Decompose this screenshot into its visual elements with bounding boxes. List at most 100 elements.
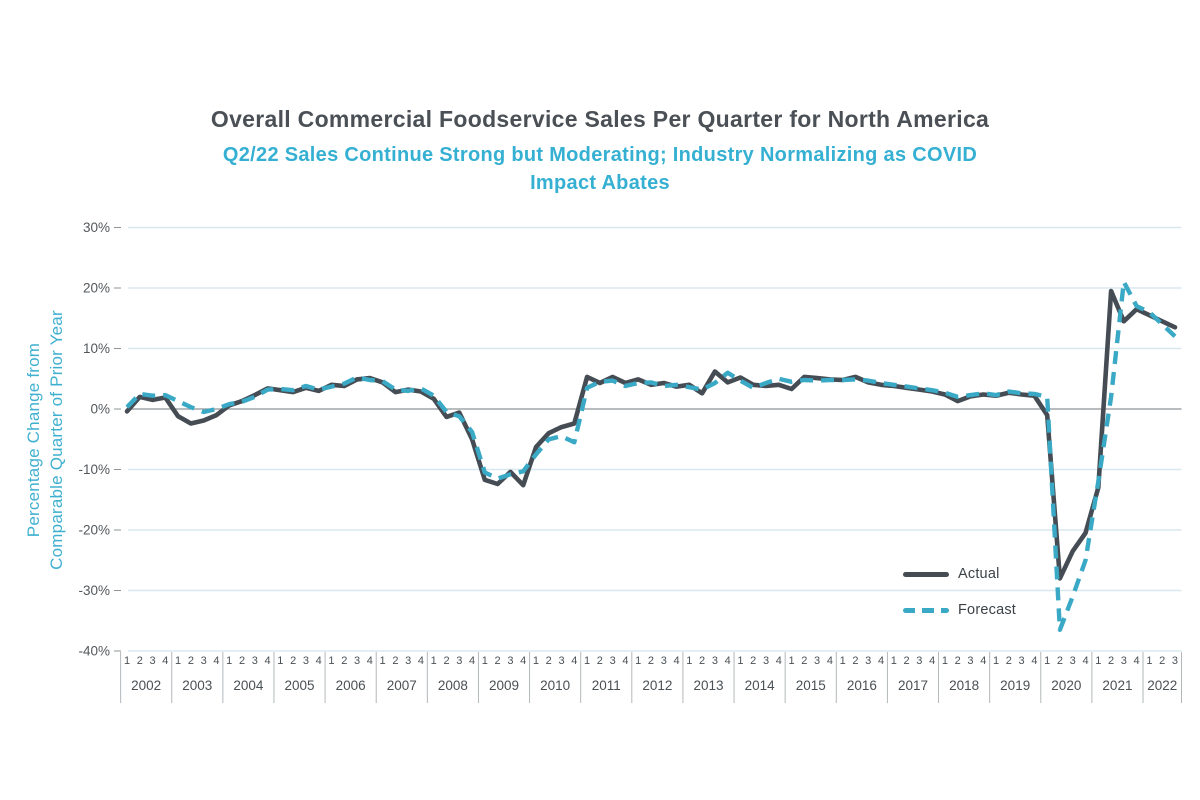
svg-text:1: 1 xyxy=(328,655,334,667)
svg-text:2016: 2016 xyxy=(847,678,877,693)
svg-text:2018: 2018 xyxy=(949,678,979,693)
y-gridlines xyxy=(114,226,1182,652)
svg-text:4: 4 xyxy=(265,655,271,667)
svg-text:3: 3 xyxy=(967,655,973,667)
series-forecast xyxy=(125,279,1177,632)
svg-text:2: 2 xyxy=(852,655,858,667)
svg-text:4: 4 xyxy=(1082,655,1088,667)
svg-text:4: 4 xyxy=(673,655,679,667)
legend-label-actual: Actual xyxy=(958,566,1000,582)
svg-text:4: 4 xyxy=(213,655,219,667)
svg-text:3: 3 xyxy=(354,655,360,667)
svg-text:3: 3 xyxy=(712,655,718,667)
svg-text:3: 3 xyxy=(303,655,309,667)
svg-text:-10%: -10% xyxy=(78,462,110,477)
svg-text:2011: 2011 xyxy=(592,678,621,693)
svg-text:1: 1 xyxy=(1044,655,1050,667)
svg-text:2: 2 xyxy=(750,655,756,667)
svg-text:2: 2 xyxy=(1159,655,1165,667)
svg-text:2: 2 xyxy=(239,655,245,667)
svg-text:2012: 2012 xyxy=(642,678,672,693)
svg-text:3: 3 xyxy=(1070,655,1076,667)
forecast-line-swatch xyxy=(903,607,949,613)
svg-text:2: 2 xyxy=(188,655,194,667)
svg-text:4: 4 xyxy=(418,655,424,667)
svg-text:4: 4 xyxy=(367,655,373,667)
svg-text:1: 1 xyxy=(788,655,794,667)
svg-text:2: 2 xyxy=(1108,655,1114,667)
svg-text:-40%: -40% xyxy=(78,644,110,659)
legend-label-forecast: Forecast xyxy=(958,602,1017,618)
svg-text:2: 2 xyxy=(341,655,347,667)
svg-text:3: 3 xyxy=(1121,655,1127,667)
svg-text:2: 2 xyxy=(904,655,910,667)
svg-text:2013: 2013 xyxy=(693,678,723,693)
svg-text:4: 4 xyxy=(1134,655,1140,667)
svg-text:3: 3 xyxy=(661,655,667,667)
svg-text:4: 4 xyxy=(878,655,884,667)
svg-text:1: 1 xyxy=(124,655,130,667)
svg-text:1: 1 xyxy=(1095,655,1101,667)
svg-text:2017: 2017 xyxy=(898,678,928,693)
series-actual xyxy=(124,288,1178,581)
svg-text:2003: 2003 xyxy=(182,678,212,693)
svg-text:2: 2 xyxy=(392,655,398,667)
y-tick-labels: 30% 20% 10% 0% -10% -20% -30% -40% xyxy=(78,220,110,659)
svg-text:2: 2 xyxy=(955,655,961,667)
svg-text:3: 3 xyxy=(1172,655,1178,667)
svg-text:3: 3 xyxy=(865,655,871,667)
svg-text:2: 2 xyxy=(801,655,807,667)
svg-text:3: 3 xyxy=(507,655,513,667)
svg-text:0%: 0% xyxy=(90,402,110,417)
svg-text:1: 1 xyxy=(482,655,488,667)
svg-text:4: 4 xyxy=(622,655,628,667)
chart-subtitle: Q2/22 Sales Continue Strong but Moderati… xyxy=(0,141,1200,197)
svg-text:2020: 2020 xyxy=(1051,678,1081,693)
svg-text:1: 1 xyxy=(891,655,897,667)
svg-text:3: 3 xyxy=(814,655,820,667)
svg-text:3: 3 xyxy=(405,655,411,667)
svg-text:4: 4 xyxy=(520,655,526,667)
svg-text:2: 2 xyxy=(137,655,143,667)
svg-text:3: 3 xyxy=(201,655,207,667)
svg-text:2: 2 xyxy=(648,655,654,667)
svg-text:2022: 2022 xyxy=(1147,678,1177,693)
svg-text:1: 1 xyxy=(380,655,386,667)
svg-text:1: 1 xyxy=(226,655,232,667)
svg-text:1: 1 xyxy=(431,655,437,667)
svg-text:-30%: -30% xyxy=(78,583,110,598)
svg-text:4: 4 xyxy=(827,655,833,667)
svg-text:2021: 2021 xyxy=(1102,678,1132,693)
svg-text:2: 2 xyxy=(1057,655,1063,667)
actual-line-swatch xyxy=(903,571,949,577)
svg-text:1: 1 xyxy=(942,655,948,667)
legend-item-forecast: Forecast xyxy=(903,592,1016,628)
svg-text:1: 1 xyxy=(584,655,590,667)
svg-text:30%: 30% xyxy=(83,220,110,235)
svg-text:2010: 2010 xyxy=(540,678,570,693)
svg-text:1: 1 xyxy=(635,655,641,667)
svg-text:4: 4 xyxy=(162,655,168,667)
svg-text:4: 4 xyxy=(571,655,577,667)
svg-text:-20%: -20% xyxy=(78,523,110,538)
svg-text:2: 2 xyxy=(546,655,552,667)
svg-text:2006: 2006 xyxy=(336,678,366,693)
svg-text:2: 2 xyxy=(495,655,501,667)
legend-item-actual: Actual xyxy=(903,556,1016,592)
svg-text:1: 1 xyxy=(533,655,539,667)
svg-text:1: 1 xyxy=(737,655,743,667)
svg-text:2: 2 xyxy=(1006,655,1012,667)
svg-text:2008: 2008 xyxy=(438,678,468,693)
svg-text:3: 3 xyxy=(1019,655,1025,667)
svg-text:3: 3 xyxy=(456,655,462,667)
svg-text:2: 2 xyxy=(443,655,449,667)
svg-text:4: 4 xyxy=(316,655,322,667)
svg-text:2019: 2019 xyxy=(1000,678,1030,693)
svg-text:2: 2 xyxy=(597,655,603,667)
svg-text:2009: 2009 xyxy=(489,678,519,693)
legend: Actual Forecast xyxy=(903,556,1016,628)
svg-text:4: 4 xyxy=(469,655,475,667)
svg-text:10%: 10% xyxy=(83,341,110,356)
